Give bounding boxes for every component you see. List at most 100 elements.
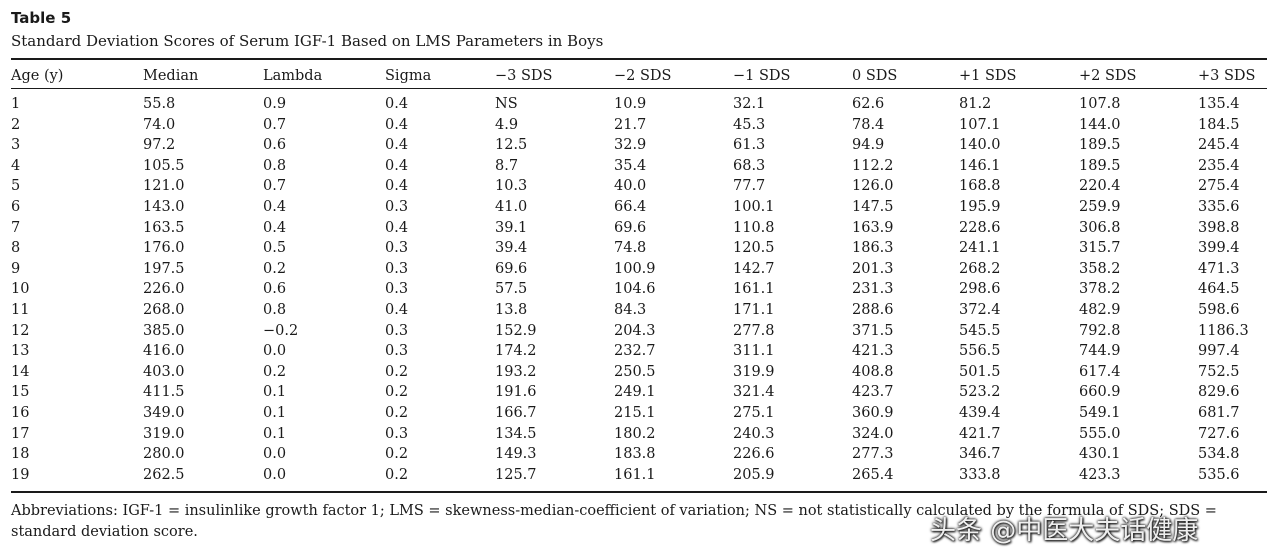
table-cell: 183.8 [614,446,656,463]
table-cell: 32.9 [614,137,647,154]
table-cell: 41.0 [495,198,528,215]
table-row: 5 121.0 0.7 0.4 10.3 40.0 77.7 126.0 168.8 220.4 2… [11,176,1260,197]
data-table: Age (y) Median Lambda Sigma −3 SDS −2 SDS −1 S… [11,63,1260,485]
table-row: 4 105.5 0.8 0.4 8.7 35.4 68.3 112.2 146.1 189.5 23… [11,156,1260,177]
table-cell: 727.6 [1198,425,1240,442]
table-cell: 69.6 [495,260,528,277]
table-cell: 197.5 [143,260,185,277]
table-cell: 660.9 [1079,384,1121,401]
table-cell: 45.3 [733,116,766,133]
table-cell: 4 [11,157,21,174]
table-cell: 14 [11,363,30,380]
table-cell: 319.9 [733,363,775,380]
table-cell: 16 [11,404,30,421]
table-cell: 205.9 [733,466,775,483]
table-cell: 144.0 [1079,116,1121,133]
table-cell: 78.4 [852,116,885,133]
table-cell: 168.8 [959,178,1001,195]
table-cell: 555.0 [1079,425,1121,442]
table-cell: 0.4 [385,178,409,195]
table-cell: 346.7 [959,446,1001,463]
table-cell: 231.3 [852,281,894,298]
table-cell: 94.9 [852,137,885,154]
table-row: 13 416.0 0.0 0.3 174.2 232.7 311.1 421.3 556.5 74… [11,341,1260,362]
table-cell: 62.6 [852,96,885,112]
table-cell: 0.1 [263,404,287,421]
table-cell: 174.2 [495,343,537,360]
table-cell: 997.4 [1198,343,1240,360]
table-cell: 13.8 [495,301,528,318]
table-cell: 171.1 [733,301,775,318]
header-row: Age (y) Median Lambda Sigma −3 SDS −2 SDS −1 S… [11,63,1260,88]
table-label: Table 5 [11,9,72,27]
table-cell: 333.8 [959,466,1001,483]
table-cell: 228.6 [959,219,1001,236]
table-cell: 378.2 [1079,281,1121,298]
table-cell: 241.1 [959,240,1001,257]
table-cell: 4.9 [495,116,519,133]
table-cell: 0.4 [385,157,409,174]
table-cell: 140.0 [959,137,1001,154]
table-cell: 0.4 [385,96,409,112]
table-cell: 617.4 [1079,363,1121,380]
table-cell: 1 [11,96,21,112]
table-cell: 143.0 [143,198,185,215]
table-cell: 0.1 [263,425,287,442]
table-cell: 125.7 [495,466,537,483]
table-cell: 0.1 [263,384,287,401]
table-cell: 9 [11,260,21,277]
table-cell: 110.8 [733,219,775,236]
table-cell: 84.3 [614,301,647,318]
table-cell: 0.3 [385,343,409,360]
table-cell: 10 [11,281,30,298]
table-cell: 0.2 [385,363,409,380]
table-cell: 66.4 [614,198,647,215]
table-cell: 146.1 [959,157,1001,174]
table-cell: 280.0 [143,446,185,463]
table-cell: 245.4 [1198,137,1240,154]
table-cell: 371.5 [852,322,894,339]
table-cell: 15 [11,384,30,401]
table-cell: 0.3 [385,260,409,277]
table-cell: 421.3 [852,343,894,360]
table-cell: 107.1 [959,116,1001,133]
column-header: Sigma [385,67,432,84]
table-cell: 681.7 [1198,404,1240,421]
column-header: Median [143,67,199,84]
table-cell: 752.5 [1198,363,1240,380]
table-cell: 306.8 [1079,219,1121,236]
table-cell: 12.5 [495,137,528,154]
table-cell: 545.5 [959,322,1001,339]
table-cell: 523.2 [959,384,1001,401]
table-cell: 226.0 [143,281,185,298]
table-row: 3 97.2 0.6 0.4 12.5 32.9 61.3 94.9 140.0 189.5 245… [11,135,1260,156]
table-cell: 0.2 [385,384,409,401]
table-cell: 161.1 [733,281,775,298]
top-rule [11,58,1267,60]
table-cell: 0.8 [263,157,287,174]
table-cell: 0.0 [263,466,287,483]
table-cell: 0.6 [263,281,287,298]
table-cell: 120.5 [733,240,775,257]
table-cell: 11 [11,301,30,318]
table-cell: 1186.3 [1198,322,1249,339]
table-cell: 8 [11,240,21,257]
table-cell: 17 [11,425,30,442]
table-row: 15 411.5 0.1 0.2 191.6 249.1 321.4 423.7 523.2 66… [11,382,1260,403]
table-cell: 0.5 [263,240,287,257]
column-header: +3 SDS [1198,67,1256,84]
table-cell: 829.6 [1198,384,1240,401]
table-cell: 191.6 [495,384,537,401]
table-cell: 112.2 [852,157,894,174]
table-cell: 324.0 [852,425,894,442]
table-cell: 335.6 [1198,198,1240,215]
table-cell: 189.5 [1079,157,1121,174]
column-header: 0 SDS [852,67,898,84]
table-cell: 275.4 [1198,178,1240,195]
table-cell: 215.1 [614,404,656,421]
table-cell: 358.2 [1079,260,1121,277]
table-cell: 240.3 [733,425,775,442]
table-cell: 35.4 [614,157,647,174]
table-footnote: Abbreviations: IGF-1 = insulinlike growt… [11,503,1217,540]
table-cell: 163.5 [143,219,185,236]
